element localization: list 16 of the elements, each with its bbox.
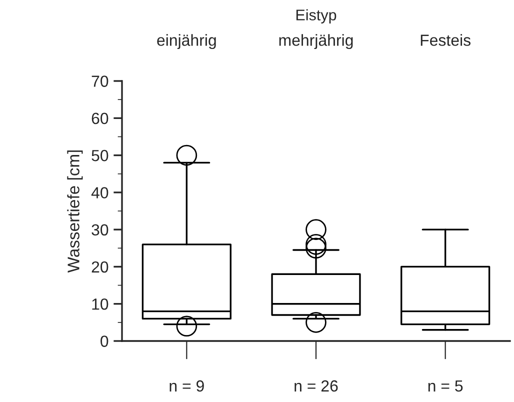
y-tick-label: 20 — [92, 261, 108, 273]
y-tick-label: 60 — [92, 112, 108, 124]
y-tick-label: 70 — [92, 76, 108, 87]
y-tick-label: 50 — [92, 150, 108, 162]
y-tick-label: 30 — [92, 224, 108, 236]
text: n = 5 — [428, 380, 463, 392]
text: n = 26 — [294, 380, 338, 392]
x-tick-label: Festeis — [420, 34, 470, 46]
y-tick-label: 10 — [92, 298, 108, 310]
x-axis-title: Eistyp — [296, 9, 336, 24]
y-tick-label: 40 — [91, 187, 108, 198]
text: n = 9 — [170, 380, 204, 392]
y-axis-title: Wassertiefe [cm] — [67, 150, 83, 273]
x-tick-label: mehrjährig — [279, 34, 353, 50]
y-tick-label: 0 — [100, 336, 108, 347]
x-tick-label: einjährig — [157, 34, 216, 50]
